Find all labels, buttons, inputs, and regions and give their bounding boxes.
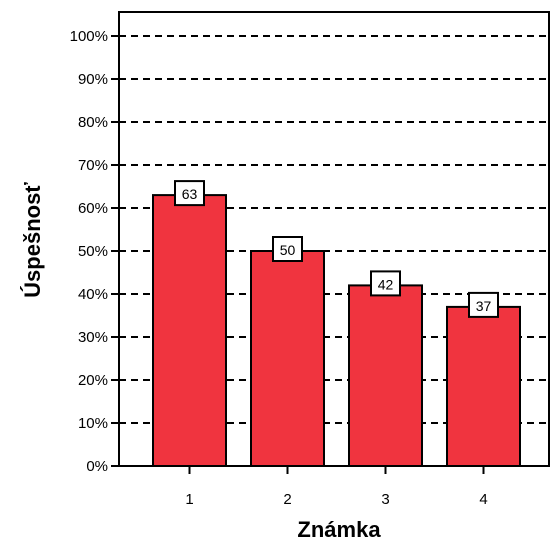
x-tick-label: 3 [381,491,389,508]
x-tick-label: 4 [479,491,487,508]
y-axis-title: Úspešnosť [20,182,45,298]
y-tick-label: 60% [78,200,108,217]
y-tick-label: 20% [78,372,108,389]
bars: 63 50 42 37 [152,180,521,467]
y-axis-ticks: 0% 10% 20% 30% 40% 50% 60% 70% 80% 90% 100% [70,28,119,475]
data-label: 42 [378,276,394,292]
data-label-box [174,180,205,207]
data-label: 37 [476,298,492,314]
data-label: 50 [280,242,296,258]
bar [250,250,325,467]
x-tick-label: 1 [185,491,193,508]
bar [348,284,423,467]
y-tick-label: 0% [86,458,108,475]
x-tick-label: 2 [283,491,291,508]
x-axis-title: Známka [297,517,381,542]
y-tick-label: 30% [78,329,108,346]
y-tick-label: 100% [70,28,108,45]
data-label-box [272,236,303,262]
data-label: 63 [182,186,198,202]
y-tick-label: 80% [78,114,108,131]
data-label-box [468,291,499,318]
y-tick-label: 10% [78,415,108,432]
y-tick-label: 70% [78,157,108,174]
bar [446,305,521,467]
bar [152,194,227,467]
y-tick-label: 90% [78,71,108,88]
data-label-box [370,270,401,297]
y-tick-label: 50% [78,243,108,260]
y-tick-label: 40% [78,286,108,303]
x-axis-ticks: 1 2 3 4 [185,466,488,508]
